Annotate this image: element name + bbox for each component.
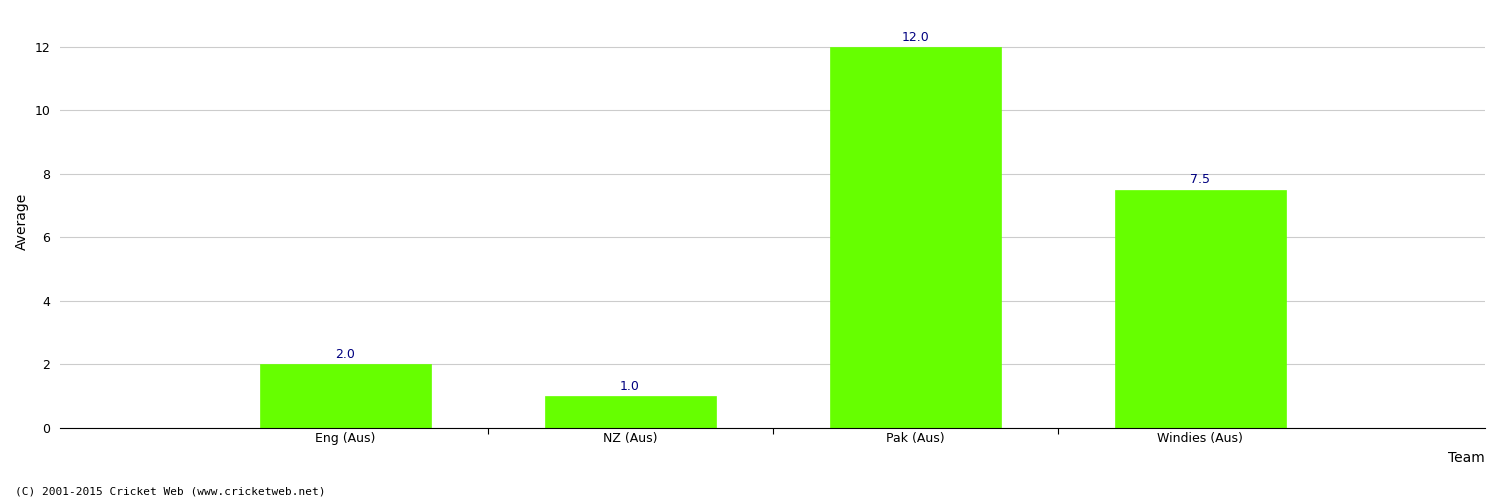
Bar bbox=[830, 46, 1001, 428]
Bar bbox=[260, 364, 430, 428]
Text: 1.0: 1.0 bbox=[620, 380, 640, 392]
Text: 12.0: 12.0 bbox=[902, 30, 928, 44]
Text: 7.5: 7.5 bbox=[1190, 174, 1210, 186]
Y-axis label: Average: Average bbox=[15, 192, 28, 250]
Text: 2.0: 2.0 bbox=[334, 348, 356, 361]
X-axis label: Team: Team bbox=[1448, 451, 1485, 465]
Bar bbox=[544, 396, 716, 428]
Text: (C) 2001-2015 Cricket Web (www.cricketweb.net): (C) 2001-2015 Cricket Web (www.cricketwe… bbox=[15, 487, 326, 497]
Bar bbox=[1114, 190, 1286, 428]
